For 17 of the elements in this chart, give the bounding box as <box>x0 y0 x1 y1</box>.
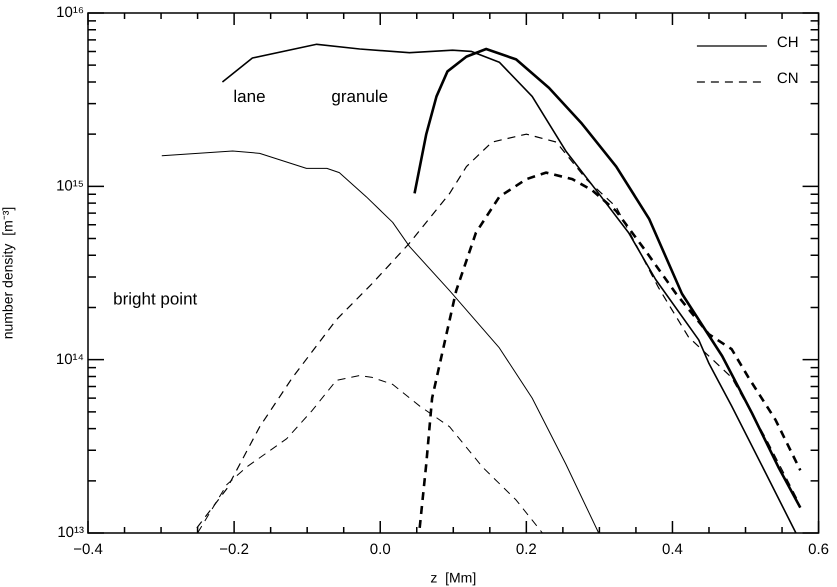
x-tick-label: 0.4 <box>662 541 683 558</box>
x-axis-title: z [Mm] <box>430 569 476 586</box>
x-tick-label: 0.6 <box>808 541 830 558</box>
y-tick-label: 10¹⁶ <box>56 4 84 22</box>
y-tick-label: 10¹⁴ <box>56 350 84 368</box>
x-tick-label: 0.0 <box>370 541 391 558</box>
y-tick-label: 10¹⁵ <box>56 177 84 194</box>
annotation: lane <box>233 86 266 106</box>
legend-label: CN <box>776 70 799 88</box>
annotation: granule <box>331 86 388 106</box>
annotation: bright point <box>113 290 198 309</box>
y-axis-title: number density [m⁻³] <box>0 206 16 340</box>
legend-label: CH <box>776 34 799 52</box>
x-tick-label: 0.2 <box>516 541 537 558</box>
x-tick-label: −0.2 <box>219 541 249 558</box>
y-tick-label: 10¹³ <box>57 524 84 542</box>
x-tick-label: −0.4 <box>73 541 103 558</box>
